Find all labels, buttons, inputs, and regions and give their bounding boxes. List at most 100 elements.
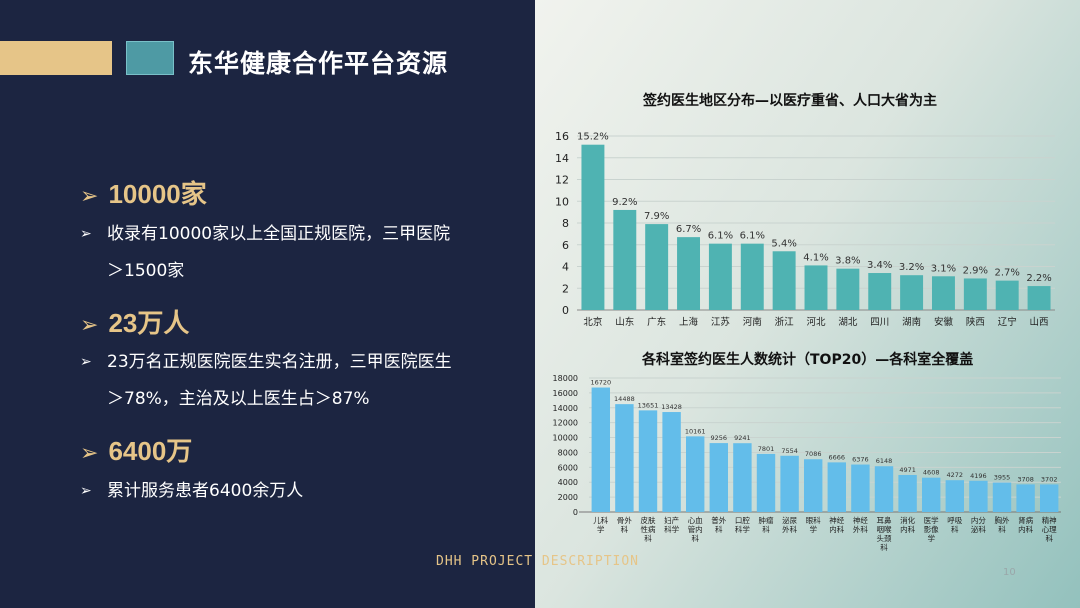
bar	[995, 280, 1019, 310]
region-chart-title: 签约医生地区分布—以医疗重省、人口大省为主	[643, 93, 937, 109]
x-tick-label: 神经外科	[853, 515, 868, 534]
y-tick-label: 12000	[553, 419, 578, 428]
bar	[662, 412, 681, 512]
slide-title: 东华健康合作平台资源	[188, 49, 449, 78]
data-label: 2.7%	[994, 268, 1019, 279]
bar	[992, 482, 1012, 512]
x-tick-label: 泌尿外科	[782, 515, 798, 534]
stat-doctors-heading: ➢ 23万人	[80, 303, 189, 340]
arrow-bullet-icon: ➢	[80, 354, 92, 370]
data-label: 14488	[614, 395, 635, 403]
x-tick-label: 北京	[583, 316, 602, 328]
bar	[969, 480, 988, 512]
stat-patients-value: 6400万	[108, 436, 193, 466]
data-label: 7.9%	[644, 211, 669, 222]
x-tick-label: 山东	[615, 316, 634, 328]
data-label: 6.1%	[740, 231, 765, 242]
department-chart-title: 各科室签约医生人数统计（TOP20）—各科室全覆盖	[642, 352, 974, 368]
x-tick-label: 儿科学	[593, 515, 608, 534]
data-label: 3955	[994, 474, 1011, 482]
bar	[945, 480, 965, 512]
page-number: 10	[1003, 567, 1016, 578]
bar	[900, 275, 924, 310]
data-label: 7554	[781, 447, 798, 455]
x-tick-label: 口腔科学	[735, 515, 750, 534]
y-tick-label: 2	[562, 282, 569, 295]
data-label: 3.8%	[835, 256, 860, 267]
stat-patients-heading: ➢ 6400万	[80, 431, 192, 468]
x-tick-label: 皮肤性病科	[641, 515, 656, 543]
bar	[827, 462, 847, 512]
data-label: 13651	[638, 401, 659, 409]
x-tick-label: 湖北	[838, 317, 858, 328]
title-accent-gold-bar	[0, 41, 112, 75]
data-label: 4196	[970, 472, 987, 480]
y-tick-label: 4	[562, 261, 569, 274]
x-tick-label: 骨外科	[617, 515, 632, 534]
stat-hospitals-heading: ➢ 10000家	[80, 174, 207, 211]
y-tick-label: 0	[573, 508, 578, 517]
x-tick-label: 肿瘤科	[759, 515, 774, 534]
bar	[733, 443, 752, 512]
data-label: 4608	[923, 469, 940, 477]
x-tick-label: 山西	[1030, 317, 1049, 328]
data-label: 9256	[711, 434, 728, 442]
bar	[868, 273, 892, 310]
y-tick-label: 0	[562, 304, 569, 317]
bar	[756, 453, 776, 512]
data-label: 3.2%	[899, 262, 924, 273]
data-label: 4.1%	[803, 252, 828, 263]
stat-hospitals-line-2: ＞1500家	[107, 261, 185, 281]
y-tick-label: 2000	[558, 493, 578, 502]
y-tick-label: 8	[562, 217, 569, 230]
y-tick-label: 10000	[553, 434, 578, 443]
data-label: 16720	[590, 379, 611, 387]
data-label: 4272	[947, 471, 964, 479]
bar	[963, 278, 987, 310]
x-tick-label: 辽宁	[998, 316, 1017, 328]
bar	[1016, 484, 1035, 512]
bar	[851, 464, 870, 512]
data-label: 9241	[734, 434, 751, 442]
bar	[677, 237, 701, 310]
bar	[898, 474, 917, 512]
y-tick-label: 14000	[553, 404, 578, 413]
data-label: 5.4%	[771, 238, 796, 249]
x-tick-label: 眼科学	[806, 515, 821, 534]
y-tick-label: 6000	[558, 463, 578, 472]
bar	[931, 276, 955, 310]
bar	[645, 224, 669, 310]
x-tick-label: 普外科	[711, 515, 726, 534]
data-label: 6.1%	[708, 231, 733, 242]
stat-hospitals-value: 10000家	[108, 179, 207, 209]
data-label: 4971	[899, 466, 916, 474]
bar	[685, 436, 705, 512]
x-tick-label: 内分泌科	[971, 515, 986, 534]
bar	[921, 477, 941, 512]
bar	[581, 144, 605, 310]
x-tick-label: 肾病内科	[1018, 515, 1034, 534]
y-tick-label: 14	[555, 152, 569, 165]
y-tick-label: 16000	[553, 389, 578, 398]
y-tick-label: 10	[555, 195, 569, 208]
data-label: 2.9%	[963, 265, 988, 276]
data-label: 9.2%	[612, 197, 637, 208]
arrow-bullet-icon: ➢	[80, 483, 92, 499]
arrow-bullet-icon: ➢	[80, 441, 99, 466]
bar	[708, 243, 732, 310]
x-tick-label: 安徽	[934, 316, 954, 328]
bar	[874, 466, 894, 512]
bar	[613, 209, 637, 310]
y-tick-label: 12	[555, 174, 569, 187]
region-distribution-chart: 0 2 4 6 8 10 12 14 16 15.2% 北京 9.2% 山东 7.9% 广东 6.7% 上海 6.…	[555, 130, 1055, 328]
arrow-bullet-icon: ➢	[80, 313, 99, 338]
title-accent-teal-square	[126, 41, 174, 75]
arrow-bullet-icon: ➢	[80, 184, 99, 209]
data-label: 6376	[852, 456, 869, 464]
x-tick-label: 消化内科	[900, 515, 916, 534]
x-tick-label: 四川	[870, 317, 889, 328]
bar	[1027, 286, 1051, 310]
bar	[615, 404, 634, 512]
data-label: 7801	[758, 445, 775, 453]
bar	[709, 443, 729, 512]
